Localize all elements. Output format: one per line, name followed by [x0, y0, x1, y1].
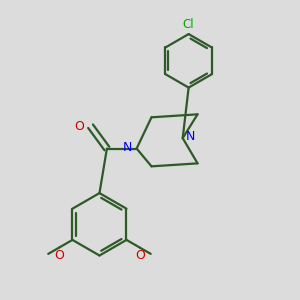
Text: N: N	[123, 141, 132, 154]
Text: O: O	[74, 120, 84, 133]
Text: O: O	[135, 249, 145, 262]
Text: N: N	[186, 130, 195, 143]
Text: O: O	[54, 249, 64, 262]
Text: Cl: Cl	[183, 17, 194, 31]
